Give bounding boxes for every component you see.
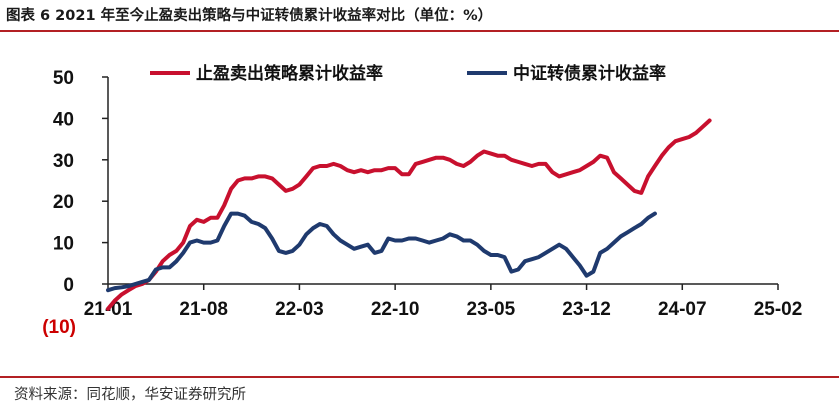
legend-label-strategy: 止盈卖出策略累计收益率: [196, 63, 383, 84]
series-line-0: [106, 118, 712, 311]
y-tick-label: 10: [53, 234, 74, 255]
x-tick-label: 24-07: [658, 299, 707, 320]
y-tick-label: (10): [42, 317, 76, 338]
bottom-rule: [0, 376, 839, 378]
y-tick-label: 30: [53, 151, 74, 172]
y-tick-label: 20: [53, 192, 74, 213]
chart-title: 图表 6 2021 年至今止盈卖出策略与中证转债累计收益率对比（单位：%）: [6, 8, 493, 24]
x-tick-label: 21-08: [179, 299, 228, 320]
x-tick-label: 25-02: [754, 299, 803, 320]
y-tick-label: 40: [53, 109, 74, 130]
x-tick-label: 22-03: [275, 299, 324, 320]
legend-label-index: 中证转债累计收益率: [513, 63, 666, 84]
source-note: 资料来源：同花顺，华安证券研究所: [14, 387, 246, 403]
x-tick-label: 23-05: [467, 299, 516, 320]
series-lines: [106, 118, 712, 311]
x-tick-label: 23-12: [562, 299, 611, 320]
y-tick-label: 50: [53, 68, 74, 89]
y-tick-label: 0: [63, 275, 74, 296]
x-tick-label: 22-10: [371, 299, 420, 320]
top-rule: [0, 30, 839, 32]
legend: 止盈卖出策略累计收益率 中证转债累计收益率: [150, 63, 666, 84]
series-line-1: [106, 211, 657, 293]
